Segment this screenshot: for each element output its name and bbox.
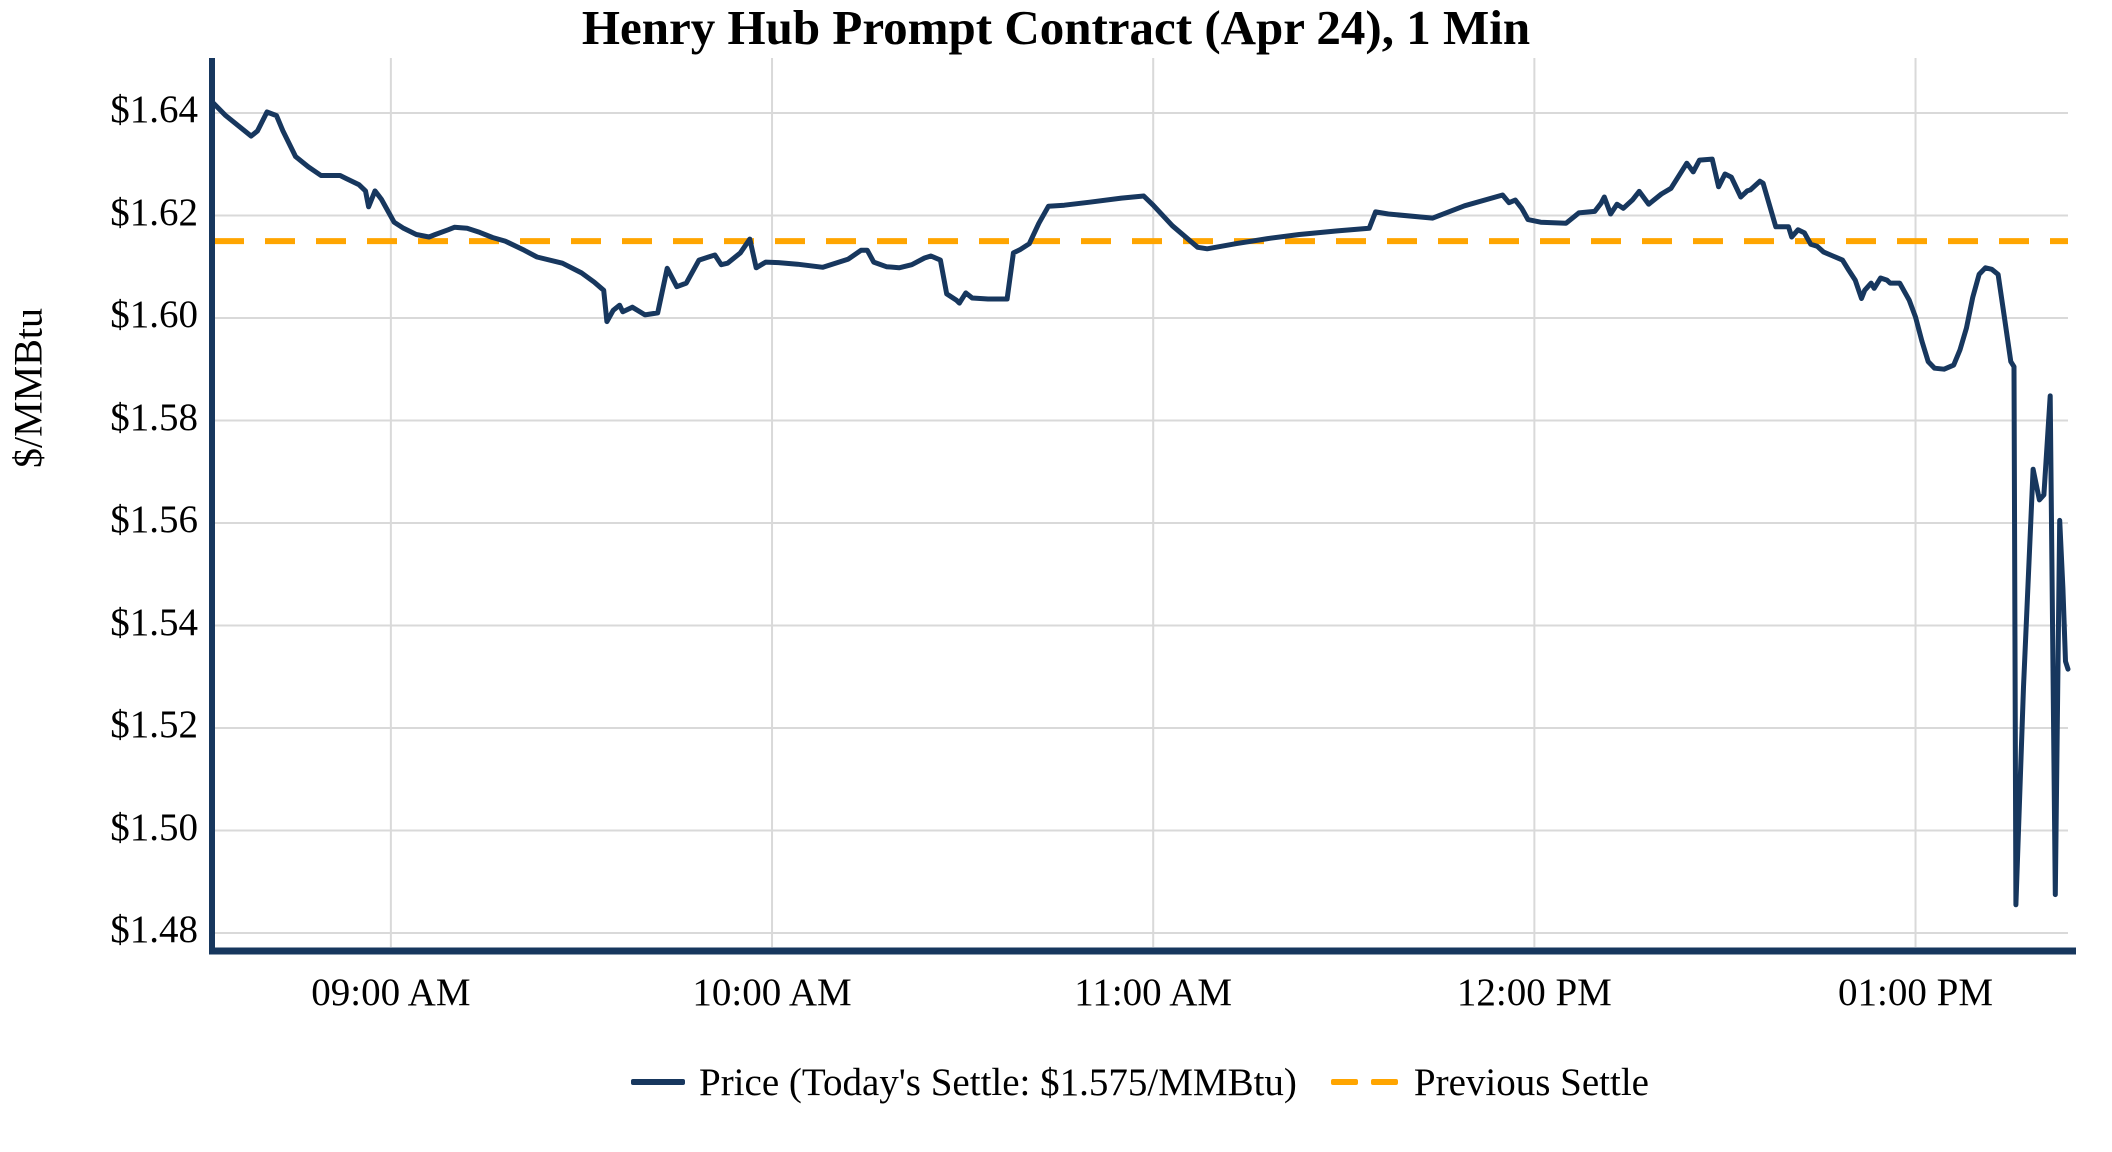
y-tick-label: $1.60 bbox=[110, 293, 198, 336]
x-tick-label: 09:00 AM bbox=[311, 971, 471, 1014]
price-line bbox=[210, 100, 2071, 908]
x-tick-label: 10:00 AM bbox=[692, 971, 852, 1014]
price-line-swatch bbox=[631, 1079, 685, 1085]
y-tick-label: $1.48 bbox=[110, 908, 198, 951]
y-tick-label: $1.54 bbox=[110, 600, 198, 644]
y-tick-label: $1.62 bbox=[110, 190, 198, 234]
price-legend-label: Price (Today's Settle: $1.575/MMBtu) bbox=[699, 1060, 1297, 1104]
x-tick-label: 12:00 PM bbox=[1456, 971, 1612, 1014]
y-tick-label: $1.50 bbox=[110, 805, 198, 849]
orange-dash-icon bbox=[1370, 1079, 1398, 1085]
x-tick-label: 11:00 AM bbox=[1074, 971, 1233, 1014]
y-tick-label: $1.52 bbox=[110, 703, 198, 746]
x-tick-label: 01:00 PM bbox=[1838, 971, 1993, 1014]
legend: Price (Today's Settle: $1.575/MMBtu) Pre… bbox=[212, 1052, 2068, 1112]
previous-settle-swatch bbox=[1330, 1079, 1398, 1085]
chart-title: Henry Hub Prompt Contract (Apr 24), 1 Mi… bbox=[581, 0, 1531, 55]
y-tick-label: $1.58 bbox=[110, 395, 198, 439]
y-tick-label: $1.64 bbox=[110, 88, 198, 131]
previous-settle-legend-label: Previous Settle bbox=[1413, 1060, 1649, 1104]
y-tick-label: $1.56 bbox=[110, 498, 198, 541]
orange-dash-icon bbox=[1330, 1079, 1358, 1085]
